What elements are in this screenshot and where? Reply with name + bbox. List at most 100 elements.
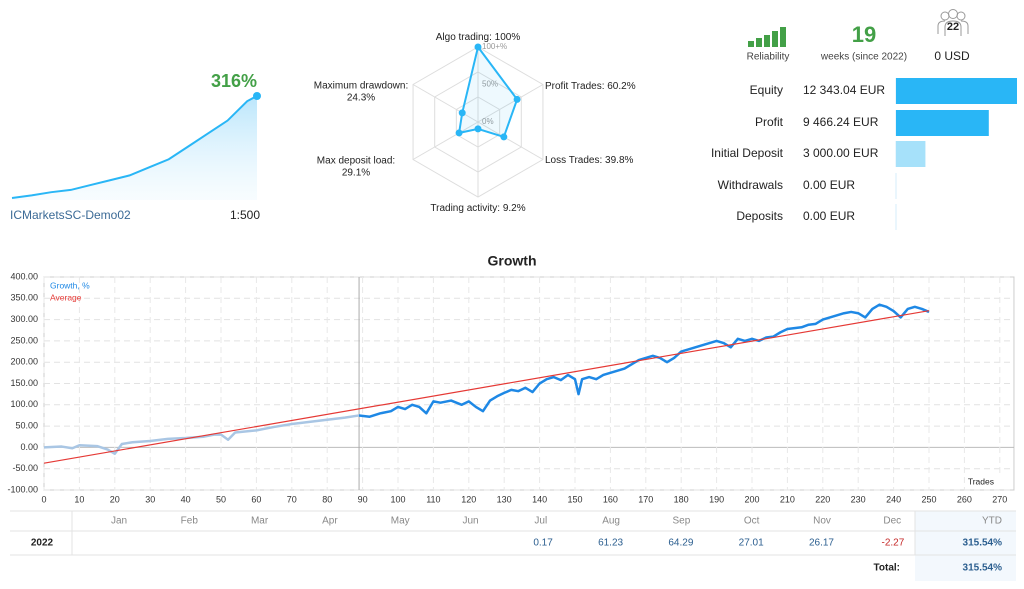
- bar-label: Withdrawals: [718, 178, 783, 192]
- subscribers-count: 22: [947, 21, 959, 33]
- y-tick-label: 0.00: [20, 442, 38, 452]
- radar-label-row: Loss Trades: 39.8%: [545, 155, 634, 166]
- x-tick-label: 260: [957, 494, 972, 504]
- subscription-price: 0 USD: [934, 49, 970, 63]
- bar-value-label: 3 000.00 EUR: [803, 146, 879, 160]
- month-value: 0.17: [533, 538, 553, 549]
- row-ytd: 315.54%: [963, 538, 1003, 549]
- x-axis-label: Trades: [968, 476, 994, 486]
- x-tick-label: 0: [41, 494, 46, 504]
- month-value: 64.29: [668, 538, 693, 549]
- x-tick-label: 240: [886, 494, 901, 504]
- x-tick-label: 100: [390, 494, 405, 504]
- radar-label-row: Trading activity: 9.2%: [430, 203, 525, 214]
- radar-label-row: Algo trading: 100%: [436, 32, 521, 43]
- y-tick-label: -50.00: [12, 463, 38, 473]
- leverage: 1:500: [230, 208, 260, 222]
- x-tick-label: 200: [744, 494, 759, 504]
- radar-point: [474, 43, 482, 51]
- y-tick-label: 250.00: [10, 335, 38, 345]
- x-tick-label: 50: [216, 494, 226, 504]
- x-tick-label: 120: [461, 494, 476, 504]
- bar: [896, 78, 1017, 104]
- total-label: Total:: [874, 563, 900, 574]
- bar-value-label: 9 466.24 EUR: [803, 115, 879, 129]
- table-lines: [10, 510, 1016, 556]
- table-header: Jun: [462, 516, 478, 527]
- table-header: Jan: [111, 516, 127, 527]
- x-tick-label: 40: [181, 494, 191, 504]
- month-value: -2.27: [882, 538, 905, 549]
- radar-value-label: 100%: [495, 32, 521, 43]
- table-header: Jul: [534, 516, 547, 527]
- bar-label: Initial Deposit: [711, 146, 784, 160]
- y-tick-label: 50.00: [15, 420, 38, 430]
- bar-label: Deposits: [736, 209, 783, 223]
- subscribers-icon: [937, 9, 969, 36]
- x-tick-label: 180: [674, 494, 689, 504]
- y-tick-label: 150.00: [10, 378, 38, 388]
- radar-tick-label: 100+%: [482, 42, 507, 51]
- reliability-label: Reliability: [747, 52, 790, 63]
- month-value: 27.01: [739, 538, 764, 549]
- growth-value: 316%: [211, 71, 257, 91]
- radar-spoke: [412, 121, 479, 160]
- server-name: ICMarketsSC-Demo02: [10, 208, 131, 222]
- x-tick-label: 250: [921, 494, 936, 504]
- bar: [896, 141, 926, 167]
- table-header: Sep: [673, 516, 691, 527]
- y-tick-label: 400.00: [10, 271, 38, 281]
- bar: [896, 110, 989, 136]
- ytd-column: [915, 511, 1016, 581]
- radar-label: Maximum drawdown:: [314, 81, 408, 92]
- reliability-icon: [748, 27, 786, 47]
- x-tick-label: 20: [110, 494, 120, 504]
- radar-point: [474, 125, 482, 133]
- chart-title: Growth: [488, 253, 537, 269]
- bar-label: Profit: [755, 115, 784, 129]
- x-tick-label: 220: [815, 494, 830, 504]
- table-header: YTD: [982, 516, 1002, 527]
- x-tick-label: 190: [709, 494, 724, 504]
- x-tick-label: 230: [851, 494, 866, 504]
- radar-spoke: [477, 84, 544, 123]
- table-header: Aug: [602, 516, 620, 527]
- y-tick-label: -100.00: [7, 484, 38, 494]
- x-tick-label: 130: [497, 494, 512, 504]
- month-value: 26.17: [809, 538, 834, 549]
- radar-point: [513, 95, 521, 103]
- xlabel-box: [965, 474, 1013, 489]
- growth-line: [11, 95, 258, 199]
- table-header: Nov: [813, 516, 831, 527]
- radar-point: [500, 133, 508, 141]
- radar-tick-label: 50%: [482, 80, 498, 89]
- radar-tick-label: 0%: [482, 117, 494, 126]
- x-tick-label: 90: [358, 494, 368, 504]
- legend-entry: Growth, %: [50, 280, 90, 290]
- x-tick-label: 270: [992, 494, 1007, 504]
- weeks-label: weeks (since 2022): [820, 52, 907, 63]
- weeks-value: 19: [852, 22, 876, 47]
- table-header: Feb: [181, 516, 199, 527]
- x-tick-label: 10: [74, 494, 84, 504]
- radar-value-label: 60.2%: [607, 81, 635, 92]
- radar-value-label: 39.8%: [605, 155, 633, 166]
- series-line: [43, 310, 930, 464]
- y-tick-label: 300.00: [10, 314, 38, 324]
- series-line: [43, 303, 930, 456]
- x-tick-label: 70: [287, 494, 297, 504]
- y-tick-label: 200.00: [10, 357, 38, 367]
- growth-end-dot: [253, 92, 261, 100]
- radar-point: [458, 109, 466, 117]
- radar-label: Max deposit load:: [317, 156, 395, 167]
- table-header: Oct: [744, 516, 760, 527]
- radar-spoke: [477, 121, 544, 160]
- bar-value-label: 0.00 EUR: [803, 178, 855, 192]
- x-tick-label: 170: [638, 494, 653, 504]
- x-tick-label: 150: [567, 494, 582, 504]
- table-header: Mar: [251, 516, 269, 527]
- legend-entry: Average: [50, 292, 82, 302]
- x-tick-label: 140: [532, 494, 547, 504]
